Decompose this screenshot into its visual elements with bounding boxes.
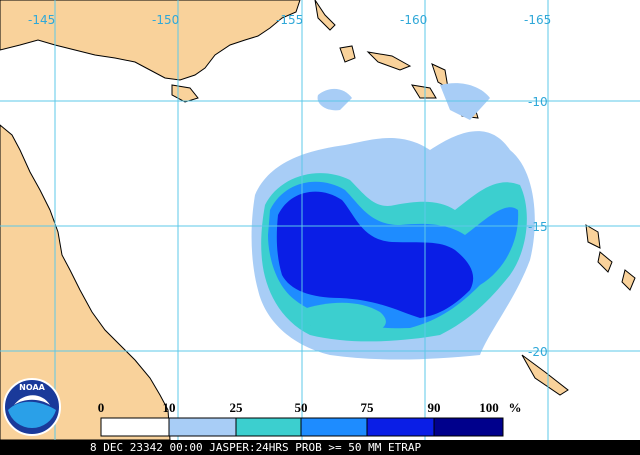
land [597,251,613,273]
lon-label: -160 [400,13,427,27]
land [585,224,601,249]
legend-swatch [366,417,435,437]
prob-75 [276,191,474,318]
lon-label: -165 [524,13,551,27]
lon-label: -155 [276,13,303,27]
land [339,45,356,63]
legend-swatch [100,417,170,437]
land [410,84,437,99]
footer-bar [0,440,640,455]
land [366,51,412,71]
legend: 0 10 25 50 75 90 100 % [98,400,522,437]
legend-label: 90 [428,400,441,415]
footer-text: 8 DEC 23342 00:00 JASPER:24HRS PROB >= 5… [90,441,422,454]
legend-unit: % [509,400,522,415]
lon-label: -150 [152,13,179,27]
legend-label: 100 [479,400,499,415]
prob-10 [440,83,490,120]
land [0,0,301,81]
land [621,269,636,291]
land [521,354,569,396]
lat-label: -20 [528,345,548,359]
legend-swatch [300,417,368,437]
graticule [0,0,640,440]
legend-swatch [433,417,504,437]
lon-label: -145 [28,13,55,27]
legend-label: 75 [361,400,375,415]
legend-label: 25 [230,400,244,415]
lat-label: -10 [528,95,548,109]
land [0,124,171,441]
legend-label: 0 [98,400,105,415]
legend-swatch [168,417,237,437]
land [314,0,336,31]
prob-10 [317,88,352,111]
logo-wave [8,401,56,428]
lat-label: -15 [528,220,548,234]
legend-swatch [235,417,302,437]
prob-25 [300,302,386,335]
legend-label: 50 [295,400,308,415]
logo-text: NOAA [19,383,45,392]
legend-label: 10 [163,400,176,415]
logo-gull [14,395,50,405]
noaa-logo: NOAA [3,378,61,436]
